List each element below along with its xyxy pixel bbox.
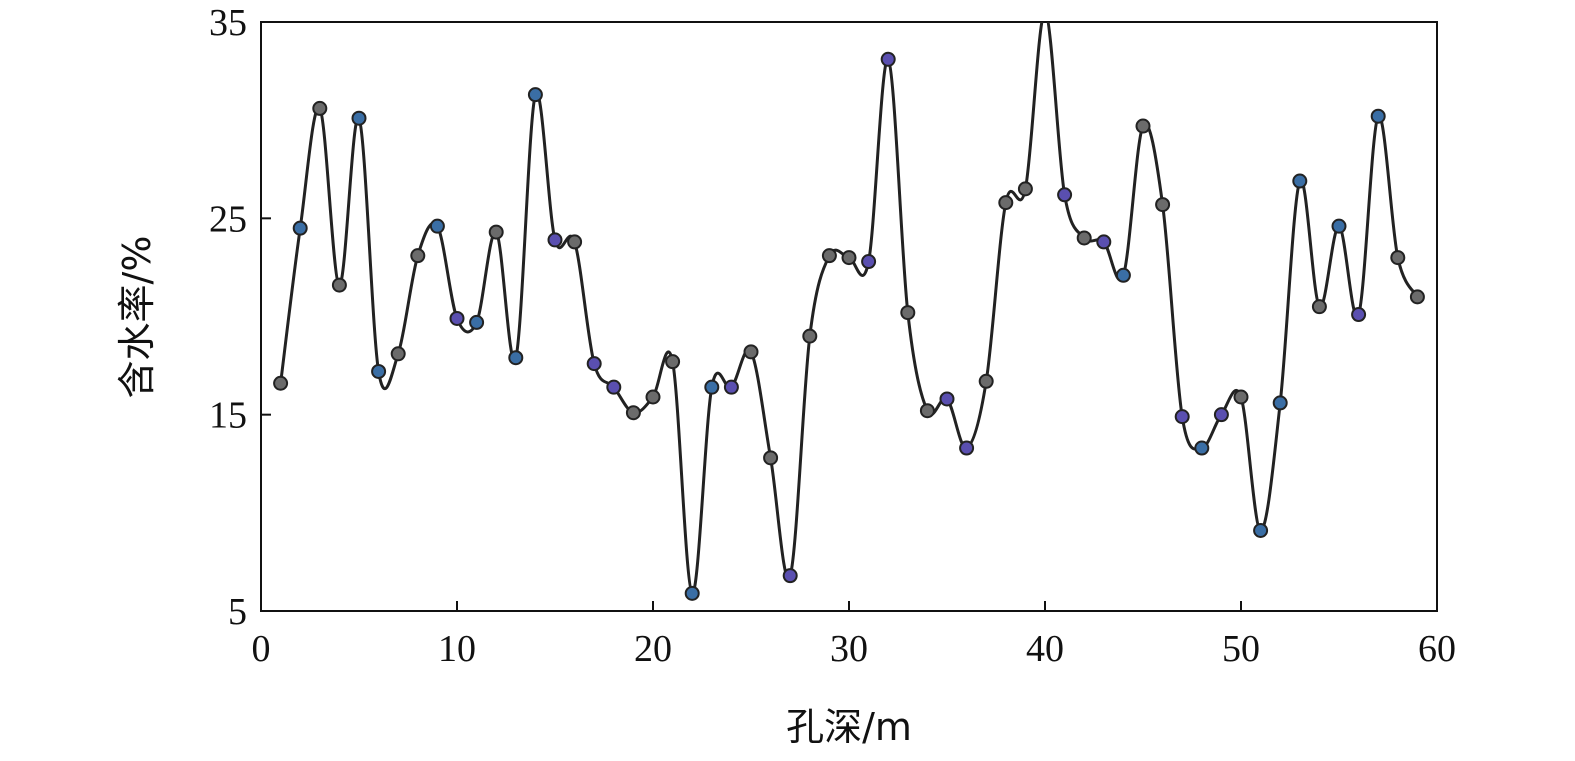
data-point	[1272, 395, 1288, 411]
data-point	[1155, 197, 1171, 213]
data-point	[606, 379, 622, 395]
data-point	[841, 250, 857, 266]
data-point	[469, 314, 485, 330]
data-point	[1370, 108, 1386, 124]
data-point	[390, 346, 406, 362]
data-point	[821, 248, 837, 264]
x-tick-label: 60	[1418, 628, 1456, 670]
data-point	[371, 363, 387, 379]
data-point	[1390, 250, 1406, 266]
data-point	[880, 51, 896, 67]
x-axis-title: 孔深/m	[786, 705, 912, 749]
y-tick-label: 5	[228, 591, 247, 633]
data-point	[351, 110, 367, 126]
data-point	[723, 379, 739, 395]
data-point	[900, 305, 916, 321]
data-point	[978, 373, 994, 389]
data-point	[861, 254, 877, 270]
data-point	[1096, 234, 1112, 250]
data-point	[684, 585, 700, 601]
data-point	[312, 100, 328, 116]
data-point	[1409, 289, 1425, 305]
y-tick-label: 25	[209, 198, 247, 240]
y-tick-label: 15	[209, 395, 247, 437]
data-points	[273, 6, 1425, 601]
data-point	[1311, 299, 1327, 315]
x-tick-label: 30	[830, 628, 868, 670]
data-point	[782, 568, 798, 584]
y-axis-title: 含水率/%	[115, 236, 159, 399]
y-tick-label: 35	[209, 2, 247, 44]
data-point	[939, 391, 955, 407]
data-point	[743, 344, 759, 360]
data-point	[1233, 389, 1249, 405]
data-point	[527, 87, 543, 103]
data-point	[959, 440, 975, 456]
data-point	[1174, 409, 1190, 425]
data-point	[1213, 407, 1229, 423]
data-point	[1076, 230, 1092, 246]
data-point	[547, 232, 563, 248]
data-point	[292, 220, 308, 236]
data-point	[586, 356, 602, 372]
data-point	[1292, 173, 1308, 189]
y-axis-ticks: 5 15 25 35	[209, 2, 271, 633]
data-point	[665, 354, 681, 370]
data-point	[1331, 218, 1347, 234]
data-point	[763, 450, 779, 466]
data-point	[1194, 440, 1210, 456]
x-tick-label: 40	[1026, 628, 1064, 670]
data-point	[410, 248, 426, 264]
data-point	[273, 375, 289, 391]
data-point	[1057, 187, 1073, 203]
plot-frame	[260, 21, 1438, 612]
data-point	[1017, 181, 1033, 197]
series-line	[279, 22, 1419, 595]
data-point	[1135, 118, 1151, 134]
x-tick-label: 10	[438, 628, 476, 670]
data-point	[802, 328, 818, 344]
data-point	[1039, 6, 1052, 19]
data-point	[331, 277, 347, 293]
data-point	[1253, 523, 1269, 539]
data-point	[704, 379, 720, 395]
data-point	[429, 218, 445, 234]
data-point	[488, 224, 504, 240]
x-tick-label: 50	[1222, 628, 1260, 670]
data-point	[567, 234, 583, 250]
data-point	[1351, 307, 1367, 323]
data-point	[508, 350, 524, 366]
x-tick-label: 20	[634, 628, 672, 670]
data-point	[645, 389, 661, 405]
x-tick-label: 0	[252, 628, 271, 670]
x-axis-ticks: 0 10 20 30 40 50 60	[252, 601, 1456, 670]
data-point	[919, 403, 935, 419]
data-point	[625, 405, 641, 421]
data-point	[1115, 267, 1131, 283]
data-point	[998, 195, 1014, 211]
data-point	[449, 310, 465, 326]
